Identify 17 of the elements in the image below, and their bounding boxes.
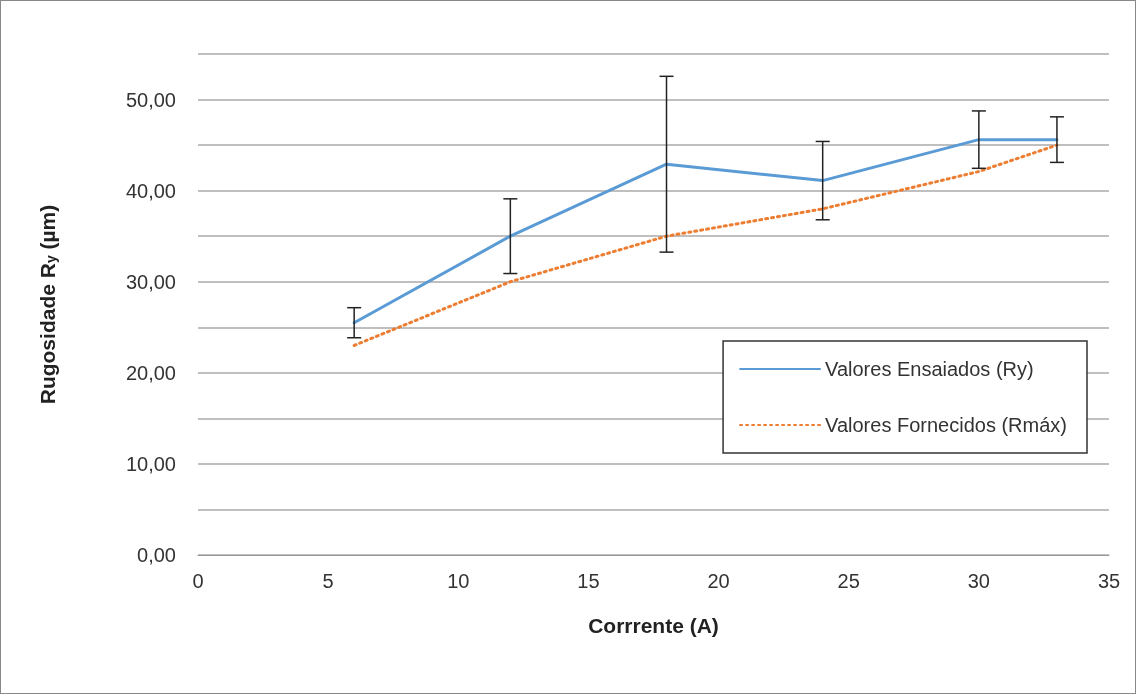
x-tick-label: 5 xyxy=(322,570,334,592)
x-tick-label: 30 xyxy=(967,570,990,592)
x-tick-label: 15 xyxy=(577,570,600,592)
y-tick-label: 0,00 xyxy=(137,544,176,566)
y-tick-label: 20,00 xyxy=(125,361,176,384)
x-tick-label: 35 xyxy=(1097,570,1121,592)
y-tick-label: 40,00 xyxy=(125,179,176,202)
x-axis-title: Corrrente (A) xyxy=(588,614,719,637)
x-tick-label: 10 xyxy=(447,570,470,592)
x-tick-label: 0 xyxy=(192,570,204,592)
y-tick-label: 10,00 xyxy=(125,452,176,475)
y-tick-label: 50,00 xyxy=(125,88,176,111)
x-tick-label: 25 xyxy=(837,570,860,592)
legend-label: Valores Ensaiados (Ry) xyxy=(825,358,1034,380)
x-tick-label: 20 xyxy=(707,570,730,592)
y-tick-label: 30,00 xyxy=(125,270,176,293)
legend-label: Valores Fornecidos (Rmáx) xyxy=(825,414,1068,436)
